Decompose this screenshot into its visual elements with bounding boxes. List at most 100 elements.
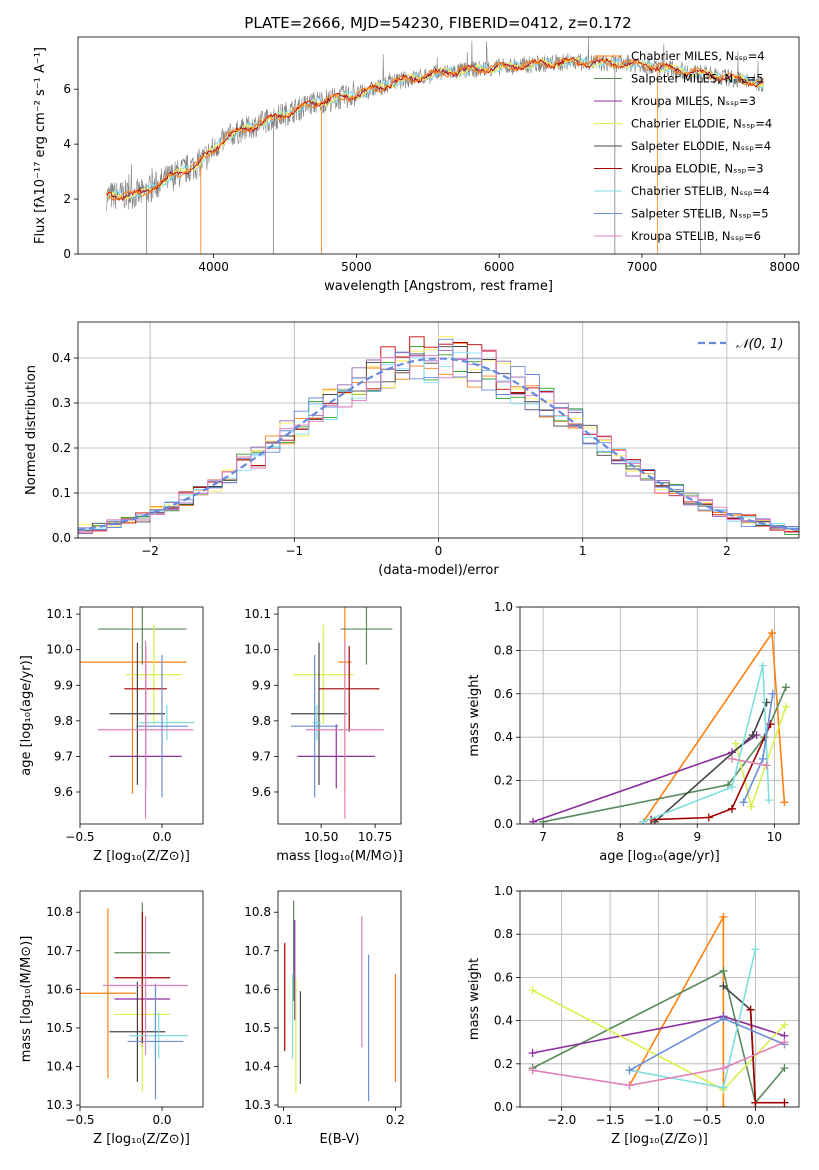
y-tick-label: 0.0	[52, 531, 71, 545]
mass-weight-track	[643, 665, 770, 823]
y-tick-label: 1.0	[494, 600, 513, 614]
legend-entry: Salpeter STELIB, Nₛₛₚ=5	[631, 207, 769, 221]
plots: 4000 5000 6000 7000 8000 0 2 4 6 wavelength [Angs…	[19, 36, 800, 1147]
mass-weight-point	[727, 783, 736, 792]
mass-weight-point	[727, 754, 736, 763]
y-tick-label: 0.2	[494, 774, 513, 788]
x-axis-label: wavelength [Angstrom, rest frame]	[324, 279, 553, 294]
y-tick-label: 0.2	[52, 441, 71, 455]
mass-weight-point	[528, 1066, 537, 1075]
x-tick-label: 7	[539, 830, 547, 844]
y-tick-label: 9.6	[54, 785, 73, 799]
y-tick-label: 10.8	[244, 905, 271, 919]
x-tick-label: 0.2	[386, 1113, 405, 1127]
x-tick-label: 1	[579, 544, 587, 558]
age-vs-metallicity-axes: −0.5 0.0 9.6 9.7 9.8 9.9 10.0 10.1 Z [log₁₀(Z/Z⊙…	[19, 606, 204, 864]
y-tick-label: 10.4	[244, 1060, 271, 1074]
mass-weight-point	[528, 1049, 537, 1057]
mass-weight-point	[781, 683, 790, 692]
age-vs-mass-axes: 10.50 10.75 9.6 9.7 9.8 9.9 10.0 10.1 mass [log₁…	[244, 606, 403, 864]
y-tick-label: 10.6	[244, 982, 271, 996]
y-tick-label: 10.0	[244, 643, 271, 657]
y-tick-label: 0.4	[52, 351, 71, 365]
x-tick-label: 8000	[769, 260, 800, 274]
mass-weight-point	[529, 817, 538, 824]
axes-frame	[519, 890, 800, 1108]
mass-weight-vs-metallicity-axes: −2.0 −1.5 −1.0 −0.5 0.0 0.0 0.2 0.4 0.6 0.8 1.0 Z […	[467, 884, 800, 1147]
axes-frame	[79, 606, 204, 825]
plot-area	[106, 37, 764, 254]
x-tick-label: −0.5	[692, 1113, 721, 1127]
mass-weight-track	[650, 723, 772, 821]
mass-weight-point	[731, 739, 740, 748]
x-axis-label: age [log₁₀(age/yr)]	[599, 849, 720, 864]
axes-frame	[277, 606, 402, 825]
y-tick-label: 10.1	[46, 607, 73, 621]
y-tick-label: 0.4	[494, 1014, 513, 1028]
x-axis-label: Z [log₁₀(Z/Z⊙)]	[93, 1132, 190, 1147]
y-axis-label: mass weight	[467, 958, 482, 1040]
y-tick-label: 10.6	[46, 982, 73, 996]
x-tick-label: −1.5	[596, 1113, 625, 1127]
mass-weight-point	[747, 802, 756, 811]
normal-reference-curve	[78, 357, 799, 532]
plot-area	[80, 902, 189, 1100]
y-axis-label: mass weight	[467, 674, 482, 756]
x-tick-label: 7000	[627, 260, 658, 274]
spectrum-legend: Chabrier MILES, Nₛₛₚ=4 Salpeter MILES, Nₛ…	[594, 49, 772, 243]
y-tick-label: 9.9	[252, 678, 271, 692]
y-tick-label: 6	[63, 82, 71, 96]
x-tick-label: 6000	[484, 260, 515, 274]
model-spectrum	[106, 57, 764, 201]
mass-weight-point	[768, 629, 777, 638]
x-tick-label: 0.0	[152, 830, 171, 844]
mass-weight-point	[739, 798, 748, 807]
mass-weight-point	[764, 796, 773, 805]
y-tick-label: 0.2	[494, 1057, 513, 1071]
y-tick-label: 10.7	[244, 944, 271, 958]
mass-weight-point	[768, 689, 777, 698]
plot-area	[284, 900, 397, 1102]
mass-weight-point	[719, 1103, 728, 1107]
y-tick-label: 0.8	[494, 643, 513, 657]
y-tick-label: 10.8	[46, 905, 73, 919]
mass-weight-vs-age-axes: 7 8 9 10 0.0 0.2 0.4 0.6 0.8 1.0 age [log₁₀(age/yr…	[467, 600, 800, 864]
legend-entry: Kroupa MILES, Nₛₛₚ=3	[631, 94, 756, 108]
figure-title: PLATE=2666, MJD=54230, FIBERID=0412, z=0…	[244, 14, 631, 32]
x-tick-label: 9	[693, 830, 701, 844]
y-tick-label: 10.0	[46, 643, 73, 657]
y-tick-label: 4	[63, 137, 71, 151]
mass-weight-point	[780, 1038, 789, 1047]
y-tick-label: 0.3	[52, 396, 71, 410]
legend-entry: Chabrier ELODIE, Nₛₛₚ=4	[631, 117, 772, 131]
x-tick-label: 5000	[341, 260, 372, 274]
mass-weight-point	[781, 702, 790, 711]
x-axis-label: Z [log₁₀(Z/Z⊙)]	[611, 1132, 708, 1147]
mass-weight-point	[751, 1098, 760, 1107]
x-axis-label: mass [log₁₀(M/M⊙)]	[276, 849, 403, 864]
mass-weight-point	[758, 661, 767, 670]
y-tick-label: 10.4	[46, 1060, 73, 1074]
x-axis-label: E(B-V)	[319, 1132, 359, 1147]
axes-frame	[79, 890, 204, 1108]
x-tick-label: 10	[767, 830, 782, 844]
mass-weight-point	[758, 754, 767, 763]
histogram-axes: −2 −1 0 1 2 0.0 0.1 0.2 0.3 0.4 (data-model)/error…	[24, 321, 800, 578]
x-tick-label: −0.5	[65, 830, 94, 844]
x-tick-label: 10.75	[358, 830, 392, 844]
x-tick-label: −1.0	[644, 1113, 673, 1127]
y-tick-label: 1.0	[494, 884, 513, 898]
mass-weight-point	[762, 761, 771, 770]
y-axis-label: Normed distribution	[24, 365, 39, 495]
mass-weight-point	[746, 1005, 755, 1014]
x-tick-label: 8	[616, 830, 624, 844]
mass-weight-point	[539, 817, 548, 824]
legend-entry: Salpeter MILES, Nₛₛₚ=5	[631, 72, 764, 86]
mass-weight-point	[719, 1083, 728, 1092]
mass-weight-point	[719, 982, 728, 991]
legend-entry: Chabrier STELIB, Nₛₛₚ=4	[631, 184, 770, 198]
mass-weight-track	[731, 758, 767, 767]
y-axis-label: age [log₁₀(age/yr)]	[19, 655, 34, 776]
mass-weight-point	[780, 1064, 789, 1073]
